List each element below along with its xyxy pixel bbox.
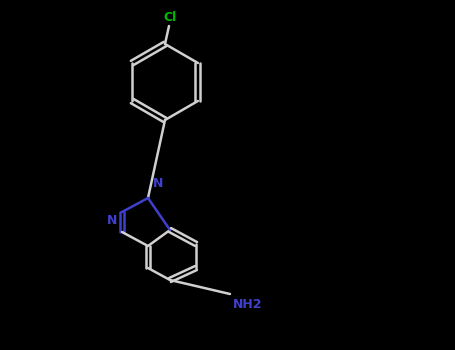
Text: NH2: NH2 <box>233 298 263 311</box>
Text: N: N <box>153 177 163 190</box>
Text: N: N <box>106 214 117 227</box>
Text: Cl: Cl <box>163 11 177 24</box>
